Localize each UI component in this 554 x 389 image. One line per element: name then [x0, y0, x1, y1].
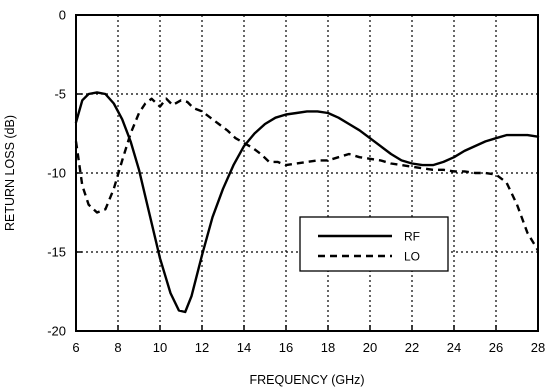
x-tick-label-1: 8	[114, 340, 121, 355]
x-tick-label-4: 14	[237, 340, 251, 355]
series-line-rf	[74, 91, 540, 314]
y-tick-label-0: 0	[59, 8, 66, 23]
legend: RF LO	[299, 216, 449, 272]
legend-box	[299, 216, 449, 272]
x-tick-label-8: 22	[405, 340, 419, 355]
y-tick-label-1: -5	[54, 87, 66, 102]
y-tick-label-2: -10	[47, 166, 66, 181]
grid-lines	[76, 15, 538, 331]
x-axis-ticks: 6 8 10 12 14 16 18 20 22 24 26 28	[72, 325, 545, 355]
x-tick-label-7: 20	[363, 340, 377, 355]
y-tick-label-3: -15	[47, 245, 66, 260]
x-tick-label-3: 12	[195, 340, 209, 355]
x-axis-label: FREQUENCY (GHz)	[249, 373, 364, 387]
x-tick-label-0: 6	[72, 340, 79, 355]
series-line-lo	[74, 97, 540, 252]
x-tick-label-6: 18	[321, 340, 335, 355]
y-axis-ticks: 0 -5 -10 -15 -20	[47, 8, 82, 339]
legend-label-rf: RF	[404, 230, 420, 244]
y-tick-label-4: -20	[47, 324, 66, 339]
x-tick-label-11: 28	[531, 340, 545, 355]
x-tick-label-10: 26	[489, 340, 503, 355]
series-group	[74, 91, 540, 314]
x-tick-label-2: 10	[153, 340, 167, 355]
x-tick-label-5: 16	[279, 340, 293, 355]
y-axis-label: RETURN LOSS (dB)	[3, 115, 17, 231]
x-tick-label-9: 24	[447, 340, 461, 355]
legend-label-lo: LO	[404, 250, 420, 264]
